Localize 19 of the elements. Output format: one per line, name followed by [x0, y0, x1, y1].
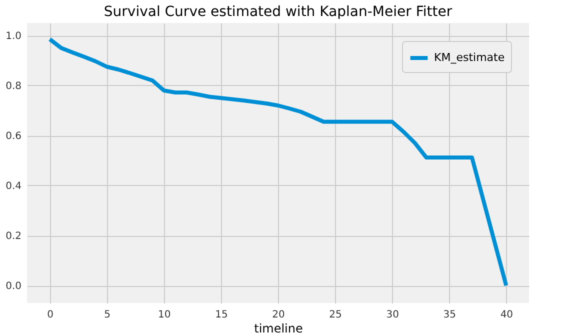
- x-axis-title: timeline: [254, 322, 303, 335]
- y-tick-label: 0.0: [6, 281, 22, 292]
- x-tick-label: 5: [104, 310, 111, 320]
- y-tick-label: 0.8: [6, 81, 22, 92]
- legend-label: KM_estimate: [434, 51, 505, 64]
- y-tick-label: 0.6: [6, 131, 22, 142]
- x-tick-label: 20: [272, 310, 285, 320]
- y-tick-label: 0.4: [6, 181, 22, 192]
- x-tick-label: 30: [386, 310, 399, 320]
- x-tick-label: 25: [329, 310, 342, 320]
- x-tick-label: 15: [215, 310, 228, 320]
- line-series: [48, 37, 508, 288]
- x-tick-label: 35: [443, 310, 456, 320]
- x-tick-label: 10: [158, 310, 171, 320]
- chart-title: Survival Curve estimated with Kaplan-Meier Fitter: [104, 4, 452, 20]
- x-tick-label: 0: [47, 310, 54, 320]
- x-tick-label: 40: [500, 310, 514, 320]
- y-tick-label: 0.2: [6, 231, 22, 242]
- y-tick-label: 1.0: [6, 31, 22, 42]
